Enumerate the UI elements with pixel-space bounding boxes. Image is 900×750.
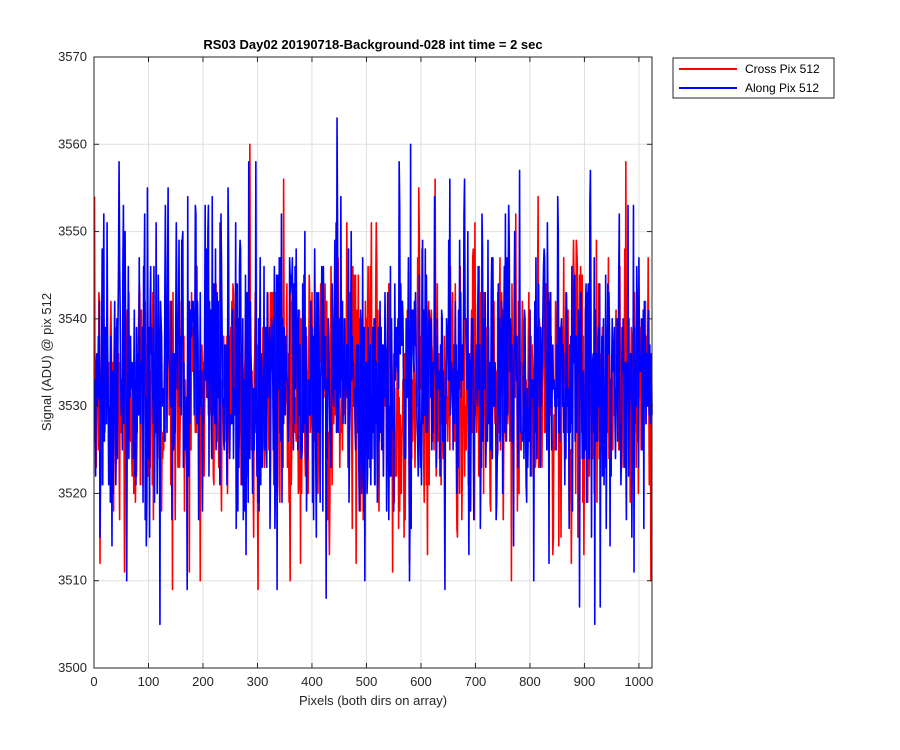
y-axis-label: Signal (ADU) @ pix 512 [39,293,54,431]
y-tick-label: 3510 [58,573,87,588]
x-tick-label: 100 [138,674,160,689]
y-tick-labels: 3500 3510 3520 3530 3540 3550 3560 3570 [58,49,87,675]
x-tick-label: 300 [247,674,269,689]
x-tick-labels: 0 100 200 300 400 500 600 700 800 900 1000 [90,674,653,689]
x-tick-label: 1000 [624,674,653,689]
axis-ticks [93,56,652,669]
x-tick-label: 0 [90,674,97,689]
x-tick-label: 200 [192,674,214,689]
axes-box [93,56,653,669]
x-axis-label: Pixels (both dirs on array) [299,693,447,708]
series-layer [93,117,653,626]
x-tick-label: 800 [519,674,541,689]
y-tick-label: 3520 [58,485,87,500]
legend-label-cross-pix: Cross Pix 512 [745,62,820,76]
y-tick-label: 3560 [58,136,87,151]
y-tick-label: 3500 [58,660,87,675]
y-tick-label: 3540 [58,311,87,326]
x-tick-label: 400 [301,674,323,689]
legend-label-along-pix: Along Pix 512 [745,81,819,95]
x-tick-label: 500 [356,674,378,689]
chart-title: RS03 Day02 20190718-Background-028 int t… [203,37,542,52]
y-tick-label: 3530 [58,398,87,413]
x-tick-label: 700 [465,674,487,689]
y-tick-label: 3570 [58,49,87,64]
series-line-along-pix-512 [94,117,653,626]
legend-box [672,57,835,99]
legend: Cross Pix 512 Along Pix 512 [672,57,835,99]
x-tick-label: 600 [410,674,432,689]
y-tick-label: 3550 [58,224,87,239]
x-tick-label: 900 [574,674,596,689]
